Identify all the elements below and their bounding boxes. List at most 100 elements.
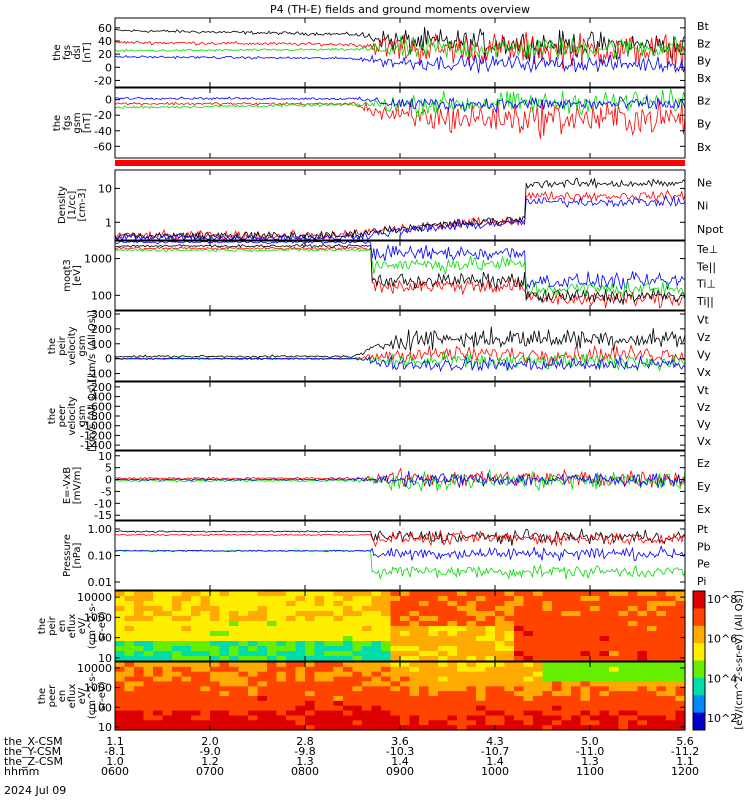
legend-label: Ey bbox=[697, 480, 711, 493]
spec-cell bbox=[219, 626, 230, 632]
spec-cell bbox=[229, 641, 240, 647]
spec-cell bbox=[314, 606, 325, 612]
spec-cell bbox=[295, 626, 306, 632]
spec-cell bbox=[324, 691, 335, 697]
spec-cell bbox=[238, 662, 249, 668]
spec-cell bbox=[362, 616, 373, 622]
y-tick-label: 1000 bbox=[84, 253, 112, 266]
spec-cell bbox=[514, 636, 525, 642]
spec-cell bbox=[172, 691, 183, 697]
spec-cell bbox=[656, 626, 667, 632]
legend-label: Vy bbox=[697, 348, 711, 361]
spec-cell bbox=[599, 676, 610, 683]
spec-cell bbox=[115, 631, 126, 637]
spec-cell bbox=[514, 631, 525, 637]
spec-cell bbox=[618, 720, 629, 726]
spec-cell bbox=[314, 676, 325, 683]
spec-cell bbox=[552, 596, 563, 602]
spec-cell bbox=[438, 591, 449, 597]
spec-cell bbox=[134, 636, 145, 642]
spec-cell bbox=[257, 715, 268, 721]
legend-label: Bz bbox=[697, 37, 711, 50]
spec-cell bbox=[590, 725, 601, 731]
spec-cell bbox=[257, 696, 268, 702]
spec-cell bbox=[523, 715, 534, 721]
y-axis-label-line: fgs bbox=[62, 45, 73, 60]
spec-cell bbox=[514, 656, 525, 662]
spec-cell bbox=[656, 606, 667, 612]
spec-cell bbox=[628, 651, 639, 657]
spec-cell bbox=[143, 606, 154, 612]
y-axis-label-line: eV/ bbox=[77, 617, 88, 634]
spec-cell bbox=[115, 611, 126, 617]
spec-cell bbox=[314, 681, 325, 687]
spec-cell bbox=[495, 700, 506, 707]
spec-cell bbox=[257, 686, 268, 692]
y-axis-label-line: [km/s (All Qs)] bbox=[87, 380, 98, 452]
spec-cell bbox=[628, 641, 639, 647]
y-tick-label: 0.10 bbox=[88, 550, 113, 563]
spec-cell bbox=[419, 616, 430, 622]
spec-cell bbox=[438, 651, 449, 657]
spec-cell bbox=[333, 666, 344, 673]
y-tick-label: 1.00 bbox=[88, 523, 113, 536]
spec-cell bbox=[561, 696, 572, 702]
spec-cell bbox=[257, 720, 268, 726]
spec-cell bbox=[438, 676, 449, 683]
spec-cell bbox=[371, 656, 382, 662]
spec-cell bbox=[191, 705, 202, 712]
spec-cell bbox=[153, 611, 164, 617]
spec-cell bbox=[390, 662, 401, 668]
spec-cell bbox=[248, 671, 259, 678]
spec-cell bbox=[647, 700, 658, 707]
spec-cell bbox=[248, 651, 259, 657]
spec-cell bbox=[580, 666, 591, 673]
spec-cell bbox=[533, 696, 544, 702]
spec-cell bbox=[580, 616, 591, 622]
spec-cell bbox=[238, 705, 249, 712]
spec-cell bbox=[286, 601, 297, 607]
spec-cell bbox=[305, 681, 316, 687]
spec-cell bbox=[495, 606, 506, 612]
spec-cell bbox=[428, 656, 439, 662]
spec-cell bbox=[371, 725, 382, 731]
legend-label: Ez bbox=[697, 457, 710, 470]
spec-cell bbox=[590, 691, 601, 697]
spec-cell bbox=[571, 671, 582, 678]
spec-cell bbox=[134, 705, 145, 712]
spec-cell bbox=[666, 720, 677, 726]
spec-cell bbox=[267, 681, 278, 687]
spec-cell bbox=[381, 666, 392, 673]
spec-cell bbox=[466, 676, 477, 683]
y-tick-label: 40 bbox=[98, 35, 112, 48]
spec-cell bbox=[466, 725, 477, 731]
spec-cell bbox=[599, 700, 610, 707]
spec-cell bbox=[124, 646, 135, 652]
spec-cell bbox=[419, 686, 430, 692]
spec-cell bbox=[504, 681, 515, 687]
y-tick-label: -10 bbox=[94, 497, 112, 510]
legend-label: By bbox=[697, 118, 712, 131]
spec-cell bbox=[447, 710, 458, 717]
spec-cell bbox=[143, 596, 154, 602]
spec-cell bbox=[210, 681, 221, 687]
spec-cell bbox=[656, 636, 667, 642]
y-axis-label-line: (cm^2-s- bbox=[87, 602, 98, 649]
spec-cell bbox=[362, 720, 373, 726]
spec-cell bbox=[305, 666, 316, 673]
spec-cell bbox=[514, 596, 525, 602]
spec-cell bbox=[371, 616, 382, 622]
spec-cell bbox=[248, 725, 259, 731]
spec-cell bbox=[590, 631, 601, 637]
spec-cell bbox=[542, 611, 553, 617]
spec-cell bbox=[628, 621, 639, 627]
spec-cell bbox=[324, 700, 335, 707]
spec-cell bbox=[210, 671, 221, 678]
spec-cell bbox=[124, 676, 135, 683]
spec-cell bbox=[504, 651, 515, 657]
spec-cell bbox=[181, 606, 192, 612]
spec-cell bbox=[362, 676, 373, 683]
spec-cell bbox=[267, 596, 278, 602]
spec-cell bbox=[580, 636, 591, 642]
spec-cell bbox=[219, 636, 230, 642]
